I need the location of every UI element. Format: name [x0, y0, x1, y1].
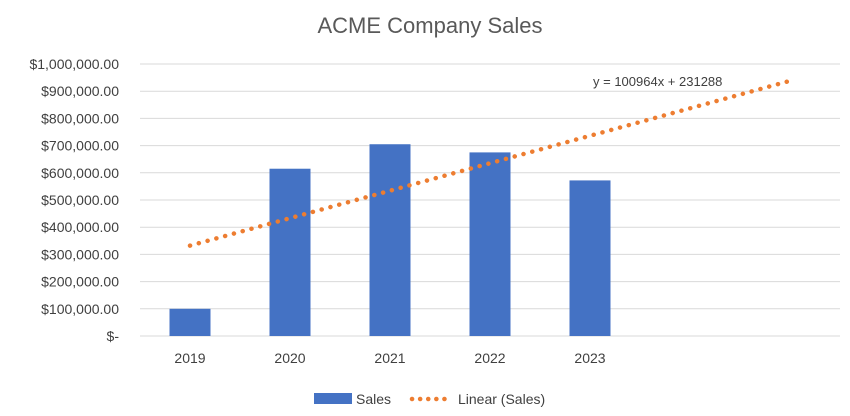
trendline-series	[187, 78, 793, 248]
y-tick-label-0: $-	[107, 328, 120, 344]
x-tick-label-2023: 2023	[574, 350, 605, 366]
trendline	[187, 78, 793, 248]
legend-sales-swatch	[314, 393, 352, 404]
x-tick-label-2019: 2019	[174, 350, 205, 366]
bar-2020	[269, 168, 311, 336]
y-tick-label-3: $300,000.00	[41, 246, 119, 262]
y-tick-label-5: $500,000.00	[41, 192, 119, 208]
x-tick-label-2020: 2020	[274, 350, 305, 366]
y-tick-label-2: $200,000.00	[41, 274, 119, 290]
bar-series	[169, 144, 611, 336]
legend-sales-label: Sales	[356, 391, 391, 407]
bar-2022	[469, 152, 511, 336]
bar-2023	[569, 180, 611, 336]
bar-2021	[369, 144, 411, 336]
y-tick-label-9: $900,000.00	[41, 83, 119, 99]
bar-2019	[169, 308, 211, 336]
y-tick-label-10: $1,000,000.00	[29, 56, 119, 72]
legend: Sales Linear (Sales)	[314, 391, 545, 407]
x-tick-label-2021: 2021	[374, 350, 405, 366]
x-axis-tick-labels: 2019 2020 2021 2022 2023	[174, 350, 605, 366]
y-tick-label-7: $700,000.00	[41, 138, 119, 154]
y-tick-label-4: $400,000.00	[41, 219, 119, 235]
x-tick-label-2022: 2022	[474, 350, 505, 366]
trendline-equation: y = 100964x + 231288	[593, 74, 722, 89]
y-axis-tick-labels: $- $100,000.00 $200,000.00 $300,000.00 $400,…	[29, 56, 119, 344]
y-tick-label-6: $600,000.00	[41, 165, 119, 181]
y-tick-label-1: $100,000.00	[41, 301, 119, 317]
chart-title: ACME Company Sales	[318, 13, 543, 38]
legend-trendline-label: Linear (Sales)	[458, 391, 545, 407]
y-tick-label-8: $800,000.00	[41, 110, 119, 126]
